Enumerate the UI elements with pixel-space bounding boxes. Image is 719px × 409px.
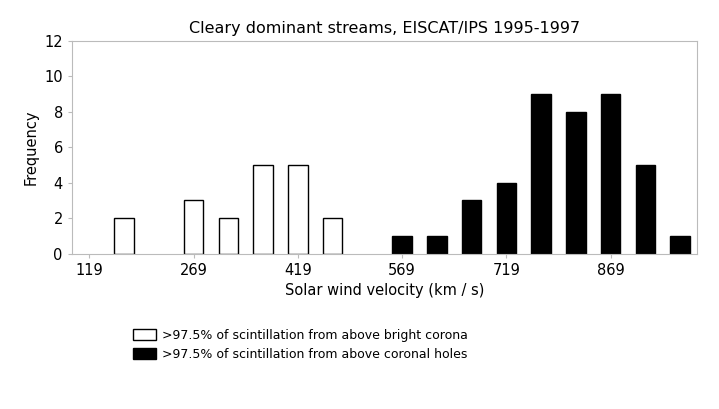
X-axis label: Solar wind velocity (km / s): Solar wind velocity (km / s)	[285, 283, 485, 298]
Bar	[497, 183, 516, 254]
Title: Cleary dominant streams, EISCAT/IPS 1995-1997: Cleary dominant streams, EISCAT/IPS 1995…	[189, 20, 580, 36]
Legend: >97.5% of scintillation from above bright corona, >97.5% of scintillation from a: >97.5% of scintillation from above brigh…	[128, 324, 473, 366]
Bar	[670, 236, 690, 254]
Bar	[288, 165, 308, 254]
Bar	[393, 236, 412, 254]
Bar	[427, 236, 446, 254]
Bar	[253, 165, 273, 254]
Y-axis label: Frequency: Frequency	[24, 110, 39, 185]
Bar	[219, 218, 238, 254]
Bar	[323, 218, 342, 254]
Bar	[184, 200, 203, 254]
Bar	[601, 94, 620, 254]
Bar	[462, 200, 481, 254]
Bar	[636, 165, 655, 254]
Bar	[114, 218, 134, 254]
Bar	[531, 94, 551, 254]
Bar	[566, 112, 585, 254]
